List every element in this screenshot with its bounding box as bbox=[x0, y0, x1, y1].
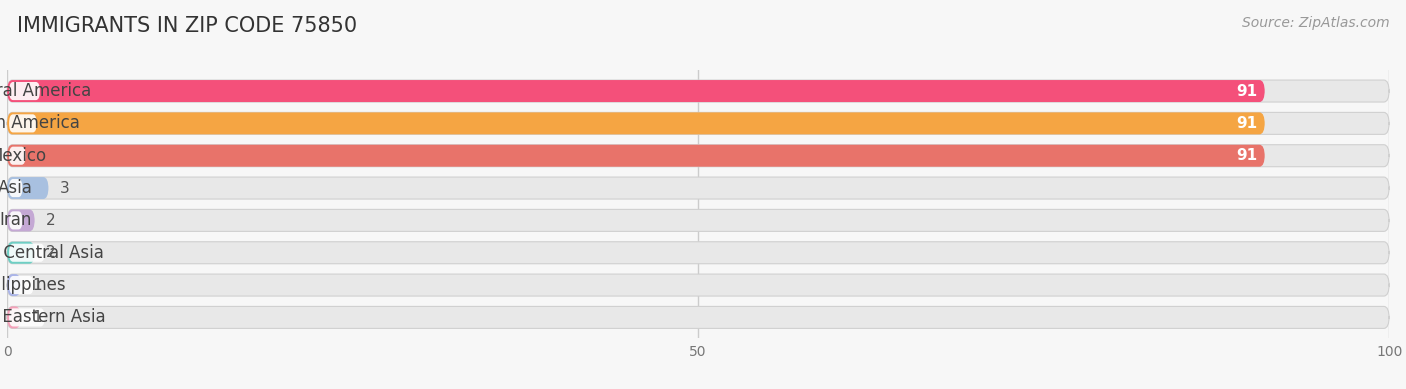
Text: 1: 1 bbox=[32, 278, 42, 293]
Text: Mexico: Mexico bbox=[0, 147, 46, 165]
Text: 91: 91 bbox=[1237, 116, 1258, 131]
Text: Source: ZipAtlas.com: Source: ZipAtlas.com bbox=[1241, 16, 1389, 30]
FancyBboxPatch shape bbox=[7, 274, 21, 296]
FancyBboxPatch shape bbox=[7, 242, 1389, 264]
FancyBboxPatch shape bbox=[7, 112, 1389, 134]
Text: 91: 91 bbox=[1237, 148, 1258, 163]
Text: South Central Asia: South Central Asia bbox=[0, 244, 104, 262]
FancyBboxPatch shape bbox=[8, 82, 39, 100]
FancyBboxPatch shape bbox=[8, 276, 34, 294]
Text: Philippines: Philippines bbox=[0, 276, 66, 294]
FancyBboxPatch shape bbox=[7, 80, 1389, 102]
FancyBboxPatch shape bbox=[8, 308, 45, 326]
FancyBboxPatch shape bbox=[7, 209, 1389, 231]
Text: 2: 2 bbox=[46, 245, 55, 260]
FancyBboxPatch shape bbox=[7, 145, 1389, 167]
Text: 2: 2 bbox=[46, 213, 55, 228]
FancyBboxPatch shape bbox=[8, 211, 22, 230]
Text: Latin America: Latin America bbox=[0, 114, 80, 132]
FancyBboxPatch shape bbox=[8, 244, 45, 262]
FancyBboxPatch shape bbox=[7, 274, 1389, 296]
FancyBboxPatch shape bbox=[7, 307, 1389, 328]
Text: IMMIGRANTS IN ZIP CODE 75850: IMMIGRANTS IN ZIP CODE 75850 bbox=[17, 16, 357, 35]
FancyBboxPatch shape bbox=[7, 177, 48, 199]
FancyBboxPatch shape bbox=[8, 114, 37, 132]
Text: 3: 3 bbox=[59, 180, 69, 196]
FancyBboxPatch shape bbox=[7, 145, 1265, 167]
Text: South Eastern Asia: South Eastern Asia bbox=[0, 308, 105, 326]
FancyBboxPatch shape bbox=[7, 242, 35, 264]
FancyBboxPatch shape bbox=[7, 307, 21, 328]
Text: 1: 1 bbox=[32, 310, 42, 325]
FancyBboxPatch shape bbox=[7, 177, 1389, 199]
Text: Central America: Central America bbox=[0, 82, 91, 100]
Text: 91: 91 bbox=[1237, 84, 1258, 98]
FancyBboxPatch shape bbox=[7, 209, 35, 231]
FancyBboxPatch shape bbox=[7, 112, 1265, 134]
FancyBboxPatch shape bbox=[8, 179, 22, 197]
Text: Asia: Asia bbox=[0, 179, 34, 197]
Text: Iran: Iran bbox=[0, 211, 32, 230]
FancyBboxPatch shape bbox=[8, 147, 25, 165]
FancyBboxPatch shape bbox=[7, 80, 1265, 102]
